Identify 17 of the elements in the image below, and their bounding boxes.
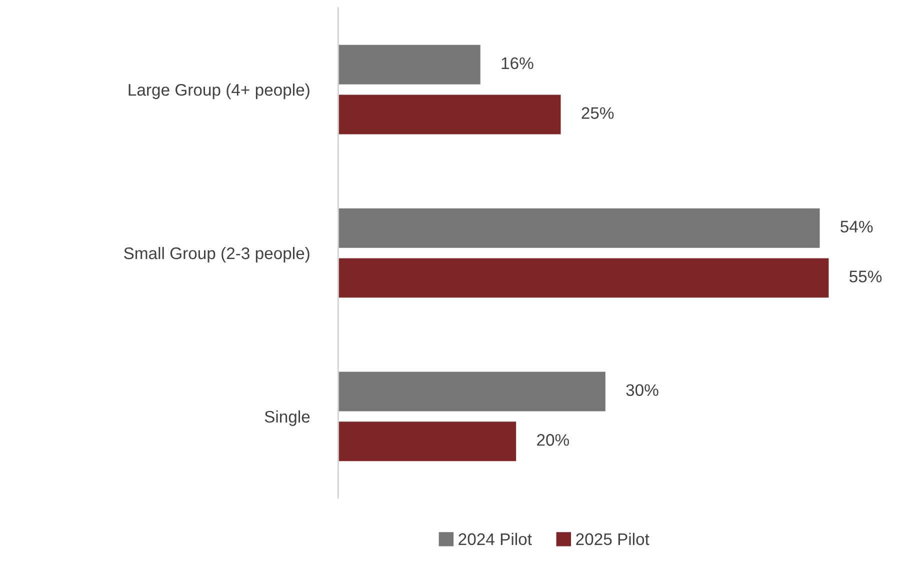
y-tick-label: Small Group (2-3 people) xyxy=(124,246,310,263)
data-label: 25% xyxy=(582,107,614,119)
bar xyxy=(338,370,607,413)
data-label: 30% xyxy=(626,384,658,396)
legend-label: 2025 Pilot xyxy=(576,532,650,546)
data-label: 16% xyxy=(502,57,534,70)
bar xyxy=(338,93,562,136)
data-label: 20% xyxy=(537,434,569,446)
y-tick-label: Large Group (4+ people) xyxy=(128,84,310,100)
bar xyxy=(338,256,830,300)
legend-label: 2024 Pilot xyxy=(458,532,532,546)
data-label: 55% xyxy=(849,270,882,282)
bar xyxy=(338,44,482,86)
bar xyxy=(338,420,518,462)
bar xyxy=(338,206,822,250)
y-tick-label: Single xyxy=(264,410,310,426)
data-label: 54% xyxy=(840,220,873,233)
